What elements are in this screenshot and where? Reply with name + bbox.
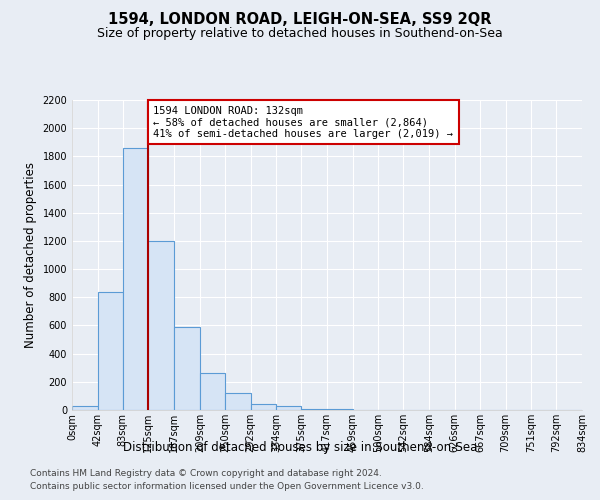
Bar xyxy=(98,292,123,410)
Y-axis label: Number of detached properties: Number of detached properties xyxy=(24,162,37,348)
Text: 1594, LONDON ROAD, LEIGH-ON-SEA, SS9 2QR: 1594, LONDON ROAD, LEIGH-ON-SEA, SS9 2QR xyxy=(108,12,492,28)
Text: Distribution of detached houses by size in Southend-on-Sea: Distribution of detached houses by size … xyxy=(123,441,477,454)
Text: Size of property relative to detached houses in Southend-on-Sea: Size of property relative to detached ho… xyxy=(97,28,503,40)
Bar xyxy=(148,241,174,410)
Bar xyxy=(72,406,98,410)
Bar xyxy=(251,404,276,410)
Bar xyxy=(123,148,148,410)
Bar xyxy=(276,406,301,410)
Bar xyxy=(174,327,200,410)
Text: Contains public sector information licensed under the Open Government Licence v3: Contains public sector information licen… xyxy=(30,482,424,491)
Bar xyxy=(225,393,251,410)
Bar xyxy=(200,374,225,410)
Text: Contains HM Land Registry data © Crown copyright and database right 2024.: Contains HM Land Registry data © Crown c… xyxy=(30,468,382,477)
Text: 1594 LONDON ROAD: 132sqm
← 58% of detached houses are smaller (2,864)
41% of sem: 1594 LONDON ROAD: 132sqm ← 58% of detach… xyxy=(154,106,454,139)
